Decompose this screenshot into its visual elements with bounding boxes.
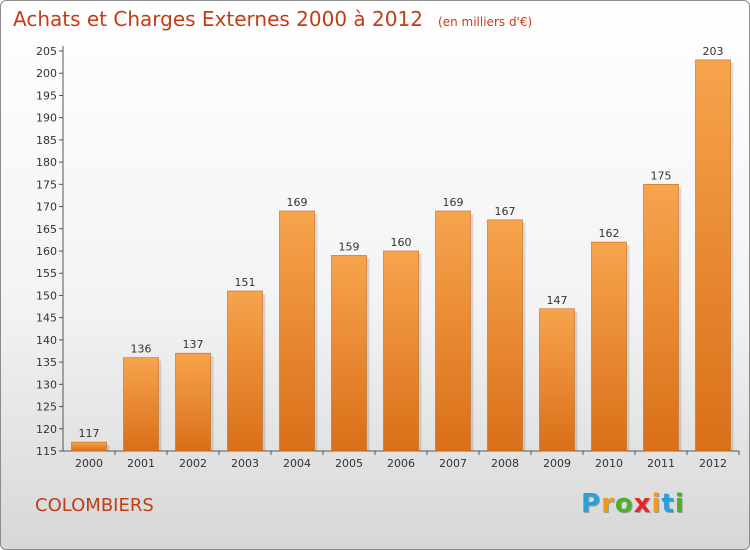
x-tick-label: 2009 bbox=[543, 457, 571, 470]
bar-value-label: 117 bbox=[79, 427, 100, 440]
y-tick-label: 195 bbox=[36, 89, 57, 102]
y-tick-label: 140 bbox=[36, 334, 57, 347]
x-tick-label: 2007 bbox=[439, 457, 467, 470]
y-tick-label: 175 bbox=[36, 178, 57, 191]
y-tick-label: 165 bbox=[36, 223, 57, 236]
y-tick-label: 180 bbox=[36, 156, 57, 169]
y-tick-label: 155 bbox=[36, 267, 57, 280]
bar-2010 bbox=[591, 241, 627, 452]
bar-value-label: 169 bbox=[287, 196, 308, 209]
logo-letter: o bbox=[614, 489, 634, 519]
bar-2000 bbox=[71, 441, 107, 452]
y-tick-label: 150 bbox=[36, 289, 57, 302]
y-tick-label: 145 bbox=[36, 312, 57, 325]
y-tick-label: 200 bbox=[36, 67, 57, 80]
x-tick-label: 2004 bbox=[283, 457, 311, 470]
bar-2002 bbox=[175, 352, 211, 452]
bar-value-label: 160 bbox=[391, 236, 412, 249]
chart-bars: 117 136 137 151 169 159 160 169 167 147 162 175 203 bbox=[71, 45, 734, 452]
logo-letter: x bbox=[633, 489, 652, 519]
logo-letter: t bbox=[661, 489, 675, 519]
logo-letter: r bbox=[601, 489, 615, 519]
y-tick-label: 115 bbox=[36, 445, 57, 458]
logo-letter: i bbox=[651, 489, 662, 519]
chart-axes: 1151201251301351401451501551601651701751… bbox=[36, 45, 740, 470]
bar-2004 bbox=[279, 210, 315, 452]
y-tick-label: 190 bbox=[36, 112, 57, 125]
logo-letter: P bbox=[581, 489, 602, 519]
y-tick-label: 125 bbox=[36, 401, 57, 414]
x-tick-label: 2008 bbox=[491, 457, 519, 470]
x-tick-label: 2003 bbox=[231, 457, 259, 470]
bar-2006 bbox=[383, 250, 419, 452]
bar-value-label: 137 bbox=[183, 338, 204, 351]
bar-value-label: 162 bbox=[599, 227, 620, 240]
y-tick-label: 170 bbox=[36, 201, 57, 214]
bar-2005 bbox=[331, 255, 367, 452]
bar-2001 bbox=[123, 357, 159, 452]
y-tick-label: 130 bbox=[36, 378, 57, 391]
y-tick-label: 120 bbox=[36, 423, 57, 436]
x-tick-label: 2011 bbox=[647, 457, 675, 470]
bar-value-label: 136 bbox=[131, 343, 152, 356]
bar-2008 bbox=[487, 219, 523, 452]
bar-value-label: 175 bbox=[651, 169, 672, 182]
chart-title-main: Achats et Charges Externes 2000 à 2012 bbox=[13, 7, 423, 31]
chart-title: Achats et Charges Externes 2000 à 2012 (… bbox=[13, 7, 532, 31]
y-tick-label: 185 bbox=[36, 134, 57, 147]
x-tick-label: 2012 bbox=[699, 457, 727, 470]
proxiti-logo: Proxiti bbox=[581, 489, 685, 519]
bar-2009 bbox=[539, 308, 575, 452]
x-tick-label: 2002 bbox=[179, 457, 207, 470]
bar-value-label: 167 bbox=[495, 205, 516, 218]
y-tick-label: 160 bbox=[36, 245, 57, 258]
chart-subtitle: (en milliers d'€) bbox=[438, 15, 533, 29]
x-tick-label: 2006 bbox=[387, 457, 415, 470]
x-tick-label: 2000 bbox=[75, 457, 103, 470]
bar-2012 bbox=[695, 59, 731, 452]
bar-value-label: 159 bbox=[339, 240, 360, 253]
x-tick-label: 2001 bbox=[127, 457, 155, 470]
bar-value-label: 147 bbox=[547, 294, 568, 307]
bar-2007 bbox=[435, 210, 471, 452]
x-tick-label: 2005 bbox=[335, 457, 363, 470]
bar-value-label: 151 bbox=[235, 276, 256, 289]
bar-2003 bbox=[227, 290, 263, 452]
bar-value-label: 169 bbox=[443, 196, 464, 209]
y-tick-label: 205 bbox=[36, 45, 57, 58]
location-name: COLOMBIERS bbox=[35, 495, 154, 516]
bar-2011 bbox=[643, 184, 679, 452]
bar-value-label: 203 bbox=[703, 45, 724, 58]
logo-letter: i bbox=[674, 489, 685, 519]
y-tick-label: 135 bbox=[36, 356, 57, 369]
x-tick-label: 2010 bbox=[595, 457, 623, 470]
